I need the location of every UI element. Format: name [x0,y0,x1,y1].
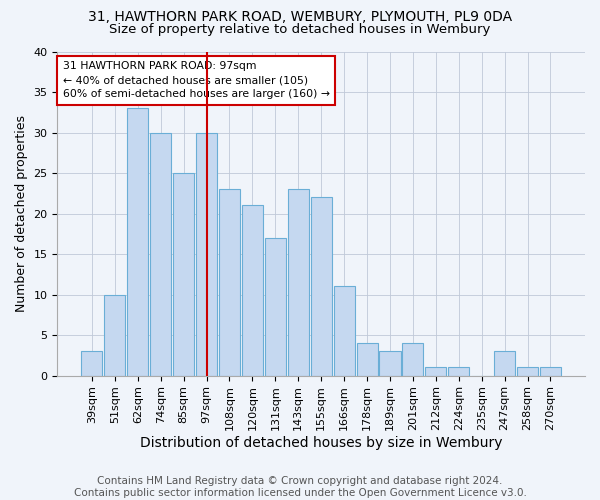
Y-axis label: Number of detached properties: Number of detached properties [15,115,28,312]
Bar [403,343,424,376]
Bar [127,108,148,376]
Bar [425,368,446,376]
Bar [517,368,538,376]
Bar [356,343,377,376]
Bar [219,189,240,376]
Bar [540,368,561,376]
Text: 31, HAWTHORN PARK ROAD, WEMBURY, PLYMOUTH, PL9 0DA: 31, HAWTHORN PARK ROAD, WEMBURY, PLYMOUT… [88,10,512,24]
Bar [494,352,515,376]
Bar [379,352,401,376]
Bar [82,352,103,376]
X-axis label: Distribution of detached houses by size in Wembury: Distribution of detached houses by size … [140,436,502,450]
Bar [196,132,217,376]
Text: 31 HAWTHORN PARK ROAD: 97sqm
← 40% of detached houses are smaller (105)
60% of s: 31 HAWTHORN PARK ROAD: 97sqm ← 40% of de… [62,61,329,99]
Bar [242,206,263,376]
Text: Size of property relative to detached houses in Wembury: Size of property relative to detached ho… [109,22,491,36]
Bar [150,132,171,376]
Bar [334,286,355,376]
Bar [448,368,469,376]
Bar [311,198,332,376]
Text: Contains HM Land Registry data © Crown copyright and database right 2024.
Contai: Contains HM Land Registry data © Crown c… [74,476,526,498]
Bar [288,189,309,376]
Bar [265,238,286,376]
Bar [173,173,194,376]
Bar [104,294,125,376]
